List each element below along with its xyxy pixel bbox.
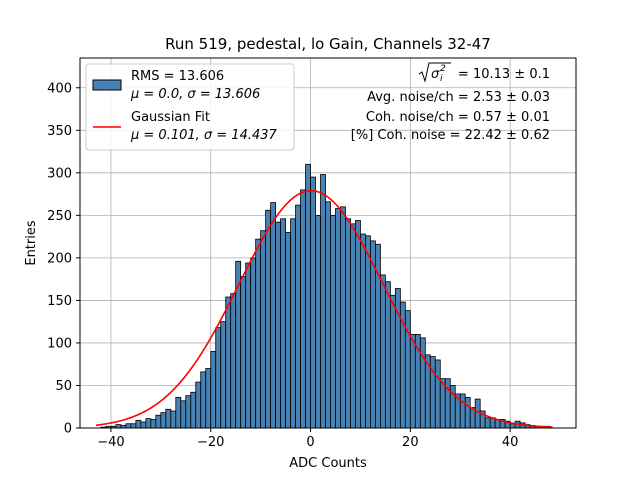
histogram-bar [160,412,167,429]
histogram-bar [220,321,227,429]
histogram-bar [255,238,262,429]
gaussian-fit-curve [95,189,553,428]
x-tick-label: −20 [197,435,224,450]
annotation-total-noise: = 10.13 ± 0.1 [458,67,550,82]
histogram-bar [305,163,311,429]
legend: RMS = 13.606 μ = 0.0, σ = 13.606 Gaussia… [85,63,295,151]
histogram-bar [365,235,371,429]
y-axis-ticks: 0 50 100 150 200 250 300 350 400 [47,81,80,437]
histogram-bar [315,214,321,429]
y-tick-label: 350 [47,124,72,139]
histogram-bar [190,391,197,429]
plot-frame [79,57,577,429]
annotation-coh-noise-percent: [%] Coh. noise = 22.42 ± 0.62 [351,128,550,143]
annotation-coh-noise: Coh. noise/ch = 0.57 ± 0.01 [366,110,550,125]
histogram-bar [165,408,172,429]
histogram-bar [195,381,202,429]
legend-histogram-swatch [92,79,122,91]
histogram-bar [155,414,162,429]
y-tick-label: 0 [64,422,72,437]
legend-fit-label: Gaussian Fit [131,110,210,125]
legend-histogram-label: RMS = 13.606 [131,69,224,84]
histogram-bar [484,417,491,429]
histogram-bar [285,231,291,429]
legend-histogram-stats: μ = 0.0, σ = 13.606 [130,87,260,102]
sqrt-sigma-symbol: σ 2 i [418,62,451,84]
histogram-bar [384,281,391,429]
histogram-bar [210,351,217,429]
x-tick-label: 40 [502,435,519,450]
histogram-bars [100,163,551,429]
histogram-bar [310,176,316,429]
histogram-bar [429,356,436,429]
histogram-bar [145,418,152,429]
histogram-bar [200,371,207,429]
y-tick-label: 100 [47,336,72,351]
histogram-bar [280,218,286,429]
histogram-bar [409,334,416,429]
histogram-bar [345,218,351,429]
histogram-bar [320,174,326,429]
histogram-bar [325,201,331,429]
legend-frame [85,63,295,151]
y-axis-label: Entries [24,220,39,266]
histogram-bar [245,262,252,429]
histogram-bar [170,410,177,429]
histogram-bar [389,294,396,429]
histogram-bar [434,359,441,429]
x-tick-label: −40 [97,435,124,450]
y-tick-label: 150 [47,294,72,309]
histogram-bar [135,419,142,429]
histogram-bar [240,276,247,429]
histogram-bar [130,423,137,429]
histogram-bar [205,368,212,429]
x-axis-label: ADC Counts [289,456,367,471]
histogram-bar [115,424,122,429]
histogram-bar [260,230,267,429]
svg-text:2: 2 [440,64,446,74]
histogram-bar [125,423,132,429]
histogram-bar [355,220,361,429]
y-tick-label: 300 [47,166,72,181]
histogram-bar [360,233,366,429]
histogram-bar [459,393,466,429]
y-tick-label: 200 [47,251,72,266]
histogram-bar [335,208,341,429]
histogram-bar [175,396,182,429]
histogram-bar [180,400,187,429]
histogram-bar [140,421,147,429]
x-tick-label: 20 [402,435,419,450]
chart-title: Run 519, pedestal, lo Gain, Channels 32-… [165,35,491,53]
histogram-bar [419,337,426,429]
histogram-bar [379,274,386,429]
histogram-bar [185,395,192,429]
histogram-bar [250,257,257,429]
histogram-bar [290,218,296,429]
histogram-bar [474,398,481,429]
histogram-bar [150,419,157,429]
svg-text:i: i [440,74,443,84]
legend-fit-stats: μ = 0.101, σ = 14.437 [130,128,278,143]
annotation-avg-noise: Avg. noise/ch = 2.53 ± 0.03 [367,90,550,105]
histogram-bar [464,396,471,429]
y-tick-label: 400 [47,81,72,96]
svg-text:σ: σ [431,67,440,82]
y-tick-label: 250 [47,209,72,224]
histogram-bar [265,209,272,429]
histogram-bar [230,293,237,429]
histogram-bar [340,206,346,429]
histogram-bar [275,221,281,429]
histogram-bar [215,327,222,429]
histogram-bar [350,223,356,429]
y-tick-label: 50 [55,379,72,394]
histogram-bar [300,189,306,429]
x-tick-label: 0 [306,435,314,450]
histogram-bar [270,202,277,429]
x-axis-ticks: −40 −20 0 20 40 [97,428,518,450]
histogram-bar [295,204,301,429]
histogram-bar [225,296,232,429]
noise-annotations: σ 2 i = 10.13 ± 0.1 Avg. noise/ch = 2.53… [351,62,550,143]
histogram-bar [330,214,336,429]
